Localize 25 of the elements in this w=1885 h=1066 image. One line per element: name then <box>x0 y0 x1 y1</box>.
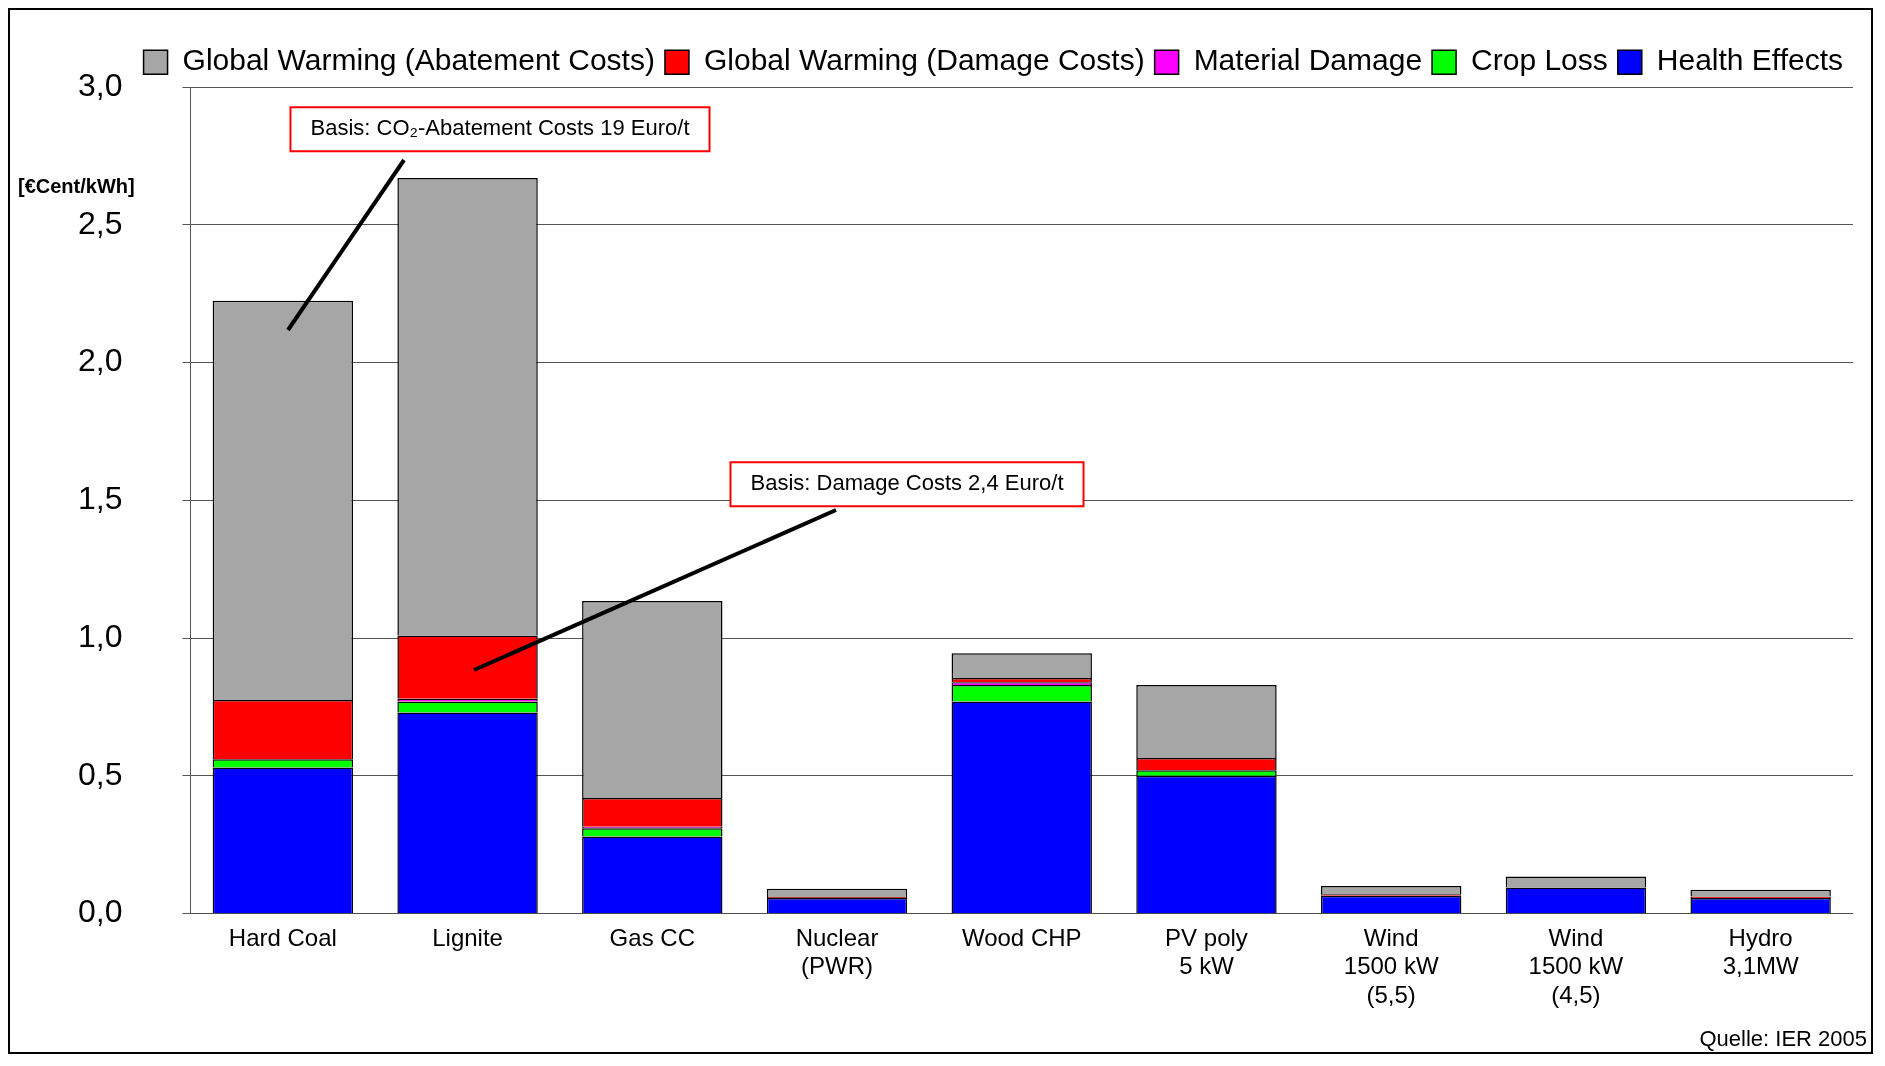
y-tick-label: 0,0 <box>78 893 123 930</box>
legend-label: Global Warming (Abatement Costs) <box>182 43 655 77</box>
x-tick-label: Wind 1500 kW (5,5) <box>1343 923 1439 1009</box>
y-axis-title: [€Cent/kWh] <box>18 174 135 197</box>
x-tick-label: Lignite <box>432 923 503 951</box>
annotation: Basis: CO₂-Abatement Costs 19 Euro/t <box>310 115 690 141</box>
y-tick-label: 2,5 <box>78 204 123 241</box>
y-tick-label: 1,0 <box>78 617 123 654</box>
source-note: Quelle: IER 2005 <box>1699 1026 1867 1052</box>
x-tick-label: Gas CC <box>609 923 695 951</box>
legend-label: Global Warming (Damage Costs) <box>703 43 1145 77</box>
y-tick-label: 2,0 <box>78 342 123 379</box>
x-tick-label: PV poly 5 kW <box>1165 923 1248 980</box>
y-tick-label: 0,5 <box>78 755 123 792</box>
y-tick-label: 3,0 <box>78 67 123 104</box>
x-tick-label: Wind 1500 kW (4,5) <box>1528 923 1624 1009</box>
legend-label: Health Effects <box>1656 43 1844 77</box>
x-tick-label: Hard Coal <box>228 923 337 951</box>
annotation: Basis: Damage Costs 2,4 Euro/t <box>750 470 1064 496</box>
legend-label: Crop Loss <box>1471 43 1608 77</box>
y-tick-label: 1,5 <box>78 480 123 517</box>
x-tick-label: Hydro 3,1MW <box>1722 923 1799 980</box>
x-tick-label: Wood CHP <box>961 923 1082 951</box>
legend-label: Material Damage <box>1193 43 1423 77</box>
x-tick-label: Nuclear (PWR) <box>795 923 879 980</box>
